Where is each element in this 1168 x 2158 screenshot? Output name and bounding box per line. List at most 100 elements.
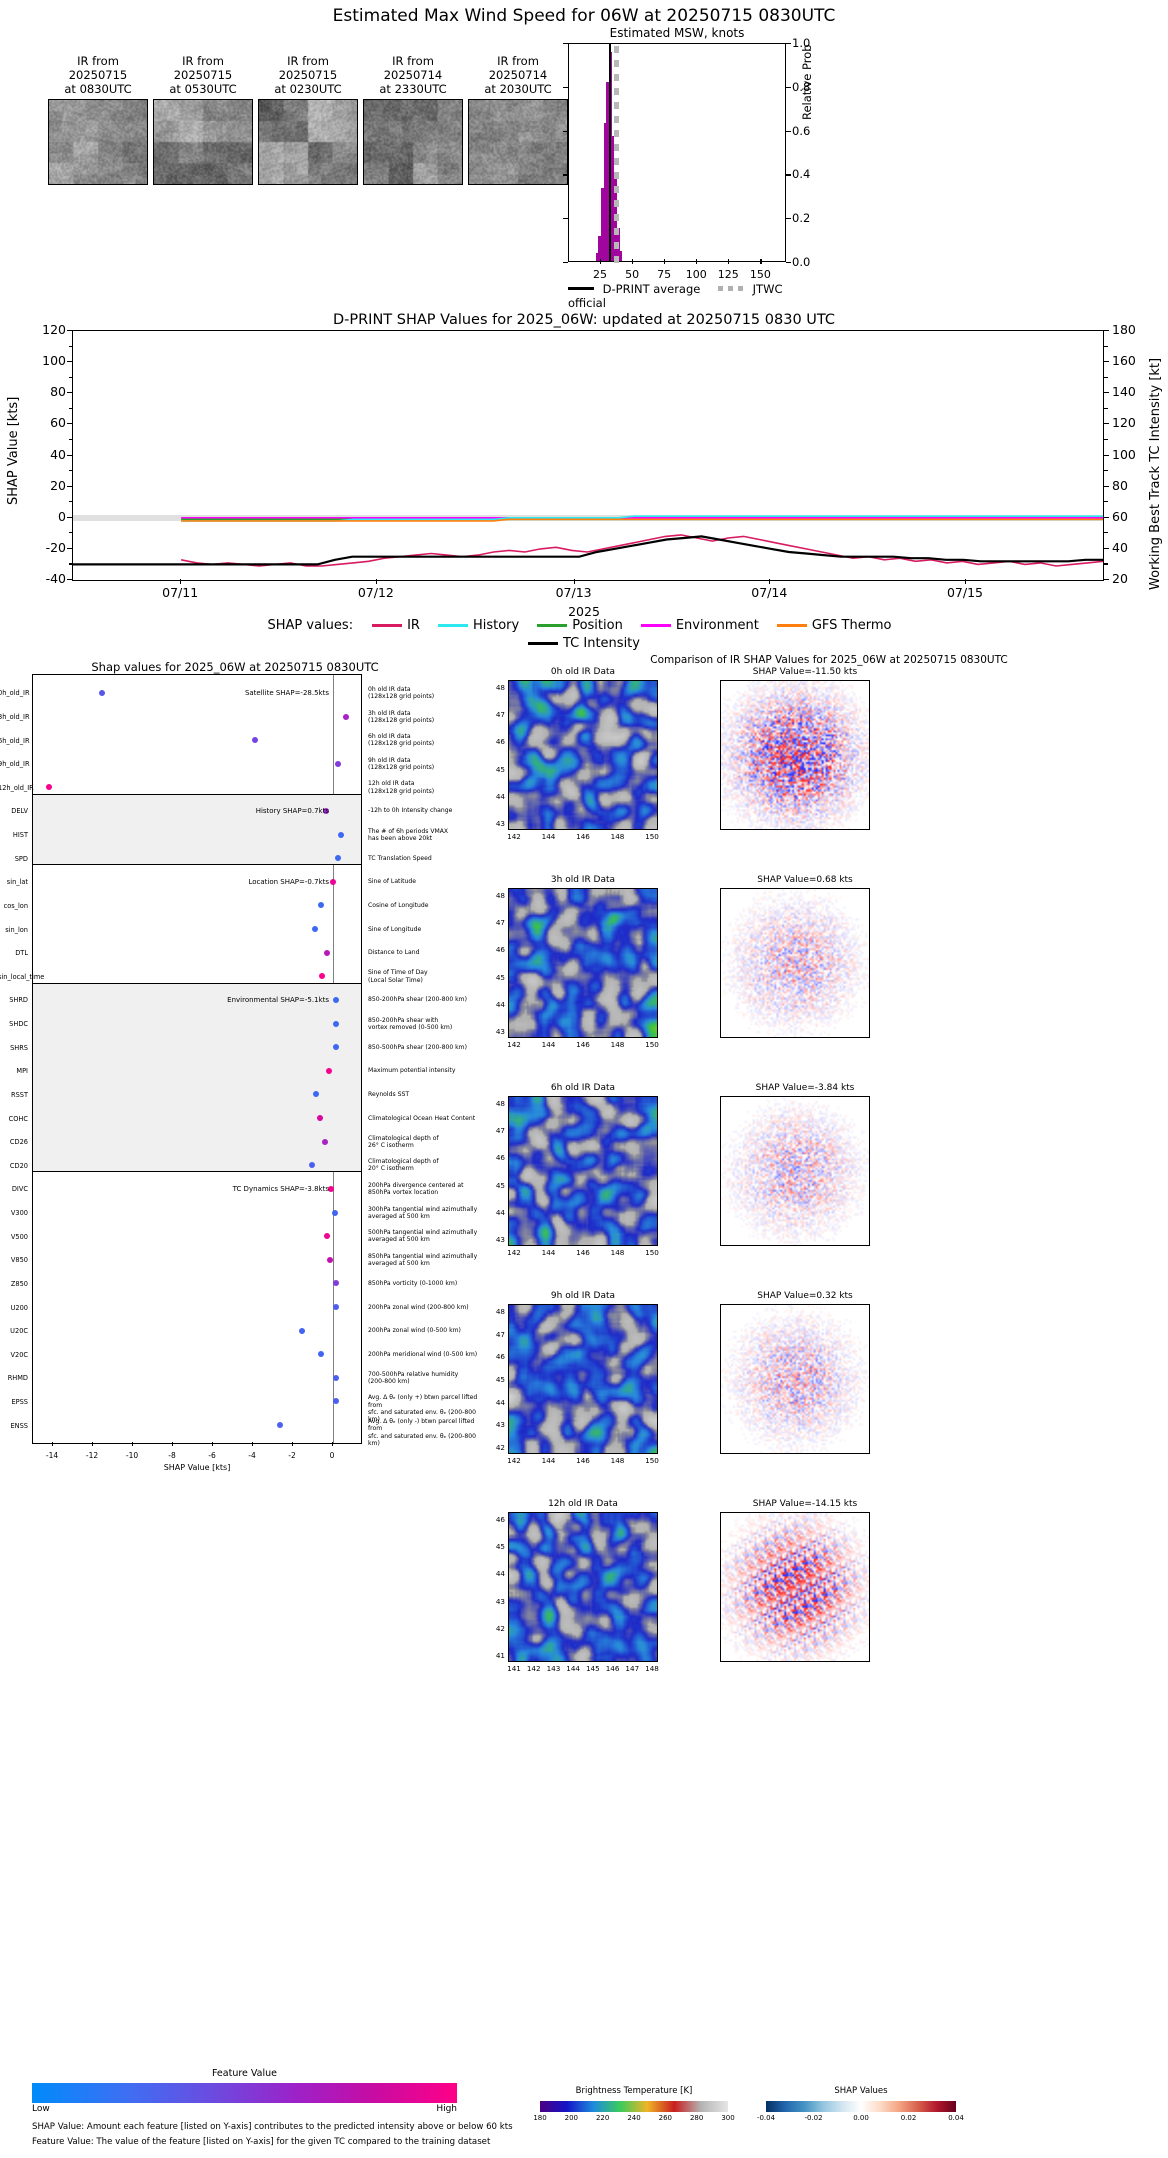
- colorbar-high-label: High: [436, 2104, 457, 2114]
- shap-feature-dot: [333, 1280, 339, 1287]
- histogram-x-tick-label: 75: [657, 268, 672, 281]
- brightness-colorbar-tick: 260: [658, 2114, 673, 2122]
- ir-thumbnail-2[interactable]: IR from 20250715 at 0230UTC: [258, 54, 358, 185]
- shap-feature-dot: [312, 926, 318, 933]
- histogram-bar: [603, 123, 607, 261]
- legend-color-swatch: [776, 624, 807, 627]
- shap-description-line: 700-500hPa relative humidity: [368, 1370, 459, 1378]
- shap-feature-description: 6h old IR data (128x128 grid points): [368, 733, 488, 747]
- shap-group-separator: [33, 1171, 361, 1173]
- shap-feature-description: Distance to Land: [368, 949, 488, 956]
- tick-mark: [696, 259, 698, 264]
- ir-thumbnail-3[interactable]: IR from 20250714 at 2330UTC: [363, 54, 463, 185]
- shap-description-line: Sine of Longitude: [368, 925, 422, 933]
- grid-y-tick: 46: [495, 1515, 505, 1524]
- shap-feature-description: 12h old IR data (128x128 grid points): [368, 780, 488, 794]
- histogram-y-tick-label: 0.0: [792, 255, 811, 269]
- grid-y-tick: 41: [495, 1651, 505, 1660]
- shap-feature-description: 850-200hPa shear with vortex removed (0-5…: [368, 1017, 488, 1031]
- caption-line-3: at 2030UTC: [484, 82, 552, 96]
- timeseries-y-tick-right: 120: [1112, 415, 1136, 431]
- shap-feature-description: 200hPa zonal wind (0-500 km): [368, 1327, 488, 1334]
- shap-feature-label: V500: [10, 1232, 28, 1241]
- grid-x-tick: 150: [645, 1040, 659, 1049]
- brightness-temperature-colorbar: [540, 2101, 728, 2112]
- histogram-x-tick-label: 50: [625, 268, 640, 281]
- legend-item-history: History: [437, 618, 519, 633]
- shap-feature-dot: [46, 784, 52, 791]
- shap-feature-description: Sine of Longitude: [368, 926, 488, 933]
- shap-description-line: (128x128 grid points): [368, 763, 435, 771]
- tick-mark: [67, 454, 72, 456]
- shap-description-line: 200hPa zonal wind (0-500 km): [368, 1327, 461, 1335]
- tick-mark: [67, 579, 72, 581]
- shap-feature-dot: [309, 1162, 315, 1169]
- shap-feature-label: cos_lon: [3, 901, 28, 910]
- histogram-x-ticks: 25 50 75 100 125 150: [568, 259, 786, 284]
- tick-mark: [1104, 423, 1109, 425]
- timeseries-y-tick-left: 60: [50, 415, 66, 431]
- tick-mark: [375, 579, 377, 584]
- ir-thumbnail-caption: IR from 20250715 at 0230UTC: [258, 54, 358, 96]
- timeseries-line-gfs-thermo: [181, 518, 1103, 522]
- histogram-x-tick-label: 25: [593, 268, 608, 281]
- shap-feature-label: Z850: [10, 1279, 28, 1288]
- shap-feature-label: 9h_old_IR: [0, 760, 30, 769]
- shap-feature-label: DELV: [11, 807, 28, 816]
- grid-x-tick: 144: [541, 1248, 556, 1257]
- ir-thumbnail-4[interactable]: IR from 20250714 at 2030UTC: [468, 54, 568, 185]
- tick-mark: [786, 130, 791, 132]
- histogram-bar: [606, 81, 610, 261]
- grid-x-tick: 148: [610, 1248, 625, 1257]
- jtwc-official-dash: [613, 60, 619, 67]
- ir-thumbnail-0[interactable]: IR from 20250715 at 0830UTC: [48, 54, 148, 185]
- shap-feature-label: sin_local_time: [0, 972, 45, 981]
- histogram-bar: [601, 188, 605, 261]
- timeseries-x-tick: 07/15: [946, 585, 984, 600]
- shap-description-line: 850-200hPa shear with: [368, 1016, 439, 1024]
- brightness-colorbar-tick: 240: [627, 2114, 641, 2122]
- timeseries-x-tick: 07/13: [555, 585, 592, 600]
- histogram-bar: [619, 250, 623, 261]
- caption-line-2: 20250715: [278, 68, 338, 82]
- histogram-x-tick-label: 150: [749, 268, 771, 281]
- tick-mark: [212, 1442, 213, 1446]
- shap-feature-dot: [332, 1020, 339, 1027]
- page-title: Estimated Max Wind Speed for 06W at 2025…: [332, 6, 836, 26]
- shap-x-tick-label: -14: [45, 1451, 59, 1460]
- shap-feature-dot: [313, 1091, 319, 1098]
- shap-feature-description: The # of 6h periods VMAX has been above 2…: [368, 828, 488, 842]
- ir-satellite-image: [468, 99, 568, 185]
- tick-mark: [563, 43, 568, 45]
- grid-y-tick: 44: [495, 999, 505, 1009]
- shap-feature-dot: [333, 996, 339, 1003]
- shap-feature-label: CD20: [9, 1161, 28, 1170]
- tick-mark: [67, 547, 72, 549]
- grid-x-tick: 150: [645, 1248, 659, 1257]
- shap-feature-dot: [333, 1374, 340, 1381]
- shap-feature-label: DTL: [15, 949, 28, 958]
- shap-description-line: 850-200hPa shear (200-800 km): [368, 996, 467, 1004]
- grid-y-tick: 43: [495, 1596, 505, 1606]
- shap-feature-label: SHRS: [10, 1043, 28, 1052]
- jtwc-official-dash: [613, 88, 619, 95]
- caption-line-2: 20250715: [68, 68, 128, 82]
- legend-item-ir: IR: [372, 618, 420, 633]
- shap-description-line: Sine of Time of Day: [368, 969, 428, 977]
- histogram-y-ticks: 0.0 0.2 0.4 0.6 0.8 1.0: [563, 36, 818, 269]
- grid-x-tick: 142: [507, 1456, 521, 1465]
- tick-mark: [1104, 516, 1109, 518]
- legend-color-swatch: [640, 624, 671, 627]
- minor-tick-mark: [1104, 438, 1108, 441]
- shap-feature-label: 0h_old_IR: [0, 689, 30, 698]
- shap-feature-label: HIST: [12, 831, 28, 840]
- grid-shap-title-2: SHAP Value=-3.84 kts: [755, 1083, 855, 1093]
- grid-x-tick: 145: [585, 1664, 600, 1673]
- ir-thumbnail-row: IR from 20250715 at 0830UTC IR from 2025…: [48, 54, 568, 204]
- caption-line-3: at 0530UTC: [169, 82, 237, 96]
- grid-x-tick: 144: [566, 1664, 580, 1673]
- caption-line-3: at 0830UTC: [64, 82, 132, 96]
- shap-feature-label: V850: [10, 1256, 28, 1265]
- shap-feature-label: 3h_old_IR: [0, 713, 30, 721]
- ir-thumbnail-1[interactable]: IR from 20250715 at 0530UTC: [153, 54, 253, 185]
